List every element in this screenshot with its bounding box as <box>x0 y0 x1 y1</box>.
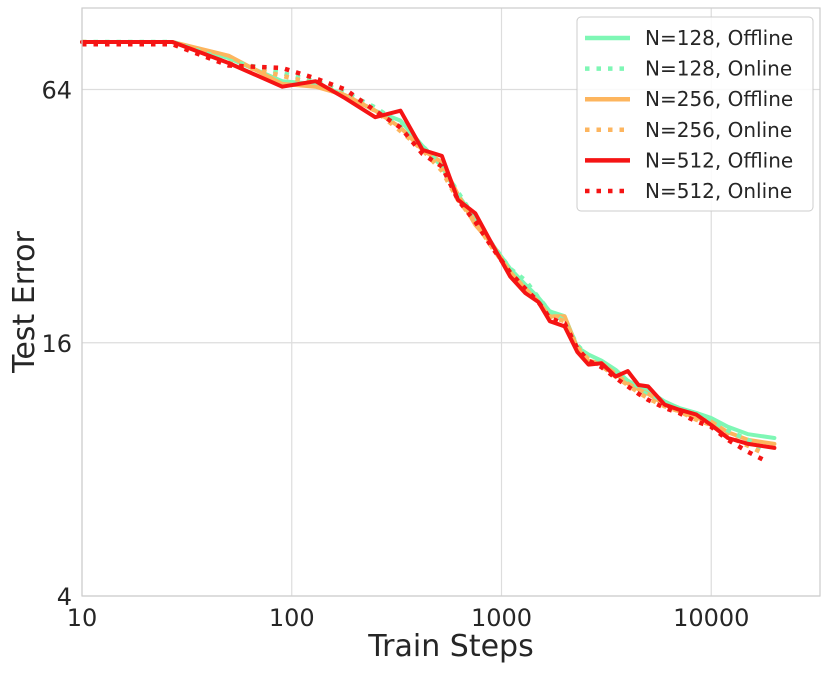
x-tick-label: 1000 <box>471 604 532 632</box>
x-axis-label: Train Steps <box>367 629 533 664</box>
x-tick-label: 100 <box>269 604 315 632</box>
legend-label: N=256, Offline <box>645 87 793 111</box>
legend: N=128, Offline N=128, Online N=256, Offlin… <box>576 16 814 212</box>
x-tick-label: 10000 <box>673 604 749 632</box>
legend-label: N=128, Offline <box>645 26 793 50</box>
series-line-5 <box>82 42 766 463</box>
legend-label: N=128, Online <box>645 57 792 81</box>
series-lines <box>80 39 777 463</box>
legend-label: N=256, Online <box>645 118 792 142</box>
series-line-4 <box>80 40 777 450</box>
x-tick-label: 10 <box>67 604 98 632</box>
tick-labels: 10 100 1000 10000 4 16 64 <box>41 77 749 632</box>
legend-label: N=512, Offline <box>645 148 793 172</box>
y-axis-label: Test Error <box>7 230 42 373</box>
y-tick-label: 4 <box>57 583 72 611</box>
legend-box <box>576 16 814 212</box>
y-tick-label: 16 <box>41 330 72 358</box>
y-tick-label: 64 <box>41 77 72 105</box>
legend-label: N=512, Online <box>645 179 792 203</box>
plot-frame <box>81 7 821 597</box>
